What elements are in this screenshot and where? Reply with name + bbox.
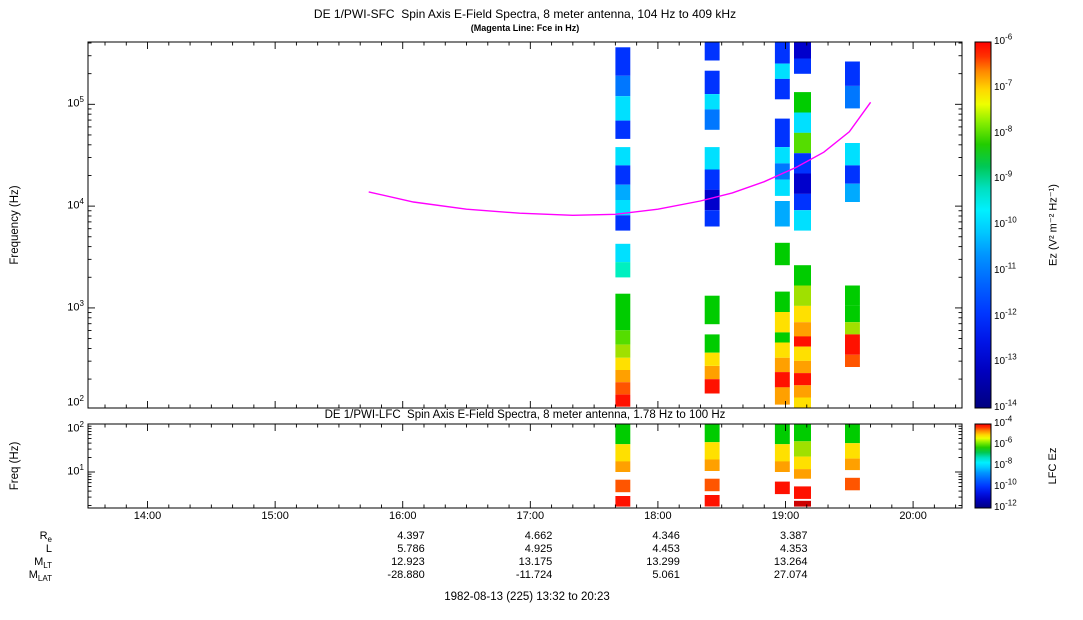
ephemeris-value: 12.923 xyxy=(391,556,425,568)
sfc-colorbar-tick: 10-12 xyxy=(994,307,1017,322)
lfc-colorbar-tick: 10-10 xyxy=(994,477,1017,492)
ephemeris-value: 27.074 xyxy=(773,569,808,581)
sfc-colorbar-tick: 10-14 xyxy=(994,398,1017,413)
x-tick-label: 18:00 xyxy=(644,510,672,522)
sfc-y-axis-label: Frequency (Hz) xyxy=(9,185,21,265)
ephemeris-value: 4.453 xyxy=(652,543,680,555)
ephemeris-value: 4.397 xyxy=(397,530,425,542)
lfc-colorbar-label: LFC Ez xyxy=(1047,447,1059,485)
ephemeris-value: -11.724 xyxy=(515,569,553,581)
x-tick-label: 17:00 xyxy=(516,510,545,522)
magenta-line-subtitle: (Magenta Line: Fce in Hz) xyxy=(470,23,580,33)
sfc-colorbar-tick: 10-13 xyxy=(994,352,1017,368)
ephemeris-row-label-mlt: MLT xyxy=(34,556,52,571)
x-tick-label: 15:00 xyxy=(261,510,289,522)
ephemeris-value: -28.880 xyxy=(387,569,425,581)
x-tick-label: 14:00 xyxy=(133,510,162,522)
sfc-title: DE 1/PWI-SFC Spin Axis E-Field Spectra, … xyxy=(313,7,737,21)
lfc-panel-frame xyxy=(87,423,963,509)
x-tick-label: 16:00 xyxy=(388,510,417,522)
sfc-colorbar-tick: 10-10 xyxy=(994,215,1017,230)
ephemeris-value: 4.925 xyxy=(524,543,553,555)
lfc-y-tick-label: 101 xyxy=(67,462,84,478)
ephemeris-value: 13.299 xyxy=(646,556,680,568)
ephemeris-row-label-l: L xyxy=(45,543,52,555)
lfc-colorbar-tick: 10-4 xyxy=(994,414,1013,429)
sfc-colorbar-tick: 10-8 xyxy=(994,124,1013,139)
ephemeris-value: 5.786 xyxy=(397,543,425,555)
sfc-y-tick-label: 105 xyxy=(67,95,84,110)
lfc-colorbar xyxy=(974,423,992,509)
ephemeris-row-label-re: Re xyxy=(39,530,52,545)
ephemeris-value: 13.175 xyxy=(518,556,553,568)
lfc-title: DE 1/PWI-LFC Spin Axis E-Field Spectra, … xyxy=(324,409,726,421)
lfc-spectrogram xyxy=(615,424,860,507)
lfc-colorbar-tick: 10-8 xyxy=(994,456,1013,471)
fce-line xyxy=(368,101,872,217)
lfc-colorbar-tick: 10-12 xyxy=(994,498,1017,513)
time-range-footer: 1982-08-13 (225) 13:32 to 20:23 xyxy=(444,591,610,603)
lfc-colorbar-tick: 10-6 xyxy=(994,435,1013,450)
sfc-spectrogram xyxy=(615,42,860,408)
sfc-colorbar-label: Ez (V² m⁻² Hz⁻¹) xyxy=(1047,184,1060,266)
sfc-colorbar-tick: 10-7 xyxy=(994,78,1013,93)
ephemeris-value: 4.662 xyxy=(524,530,553,542)
sfc-colorbar-tick: 10-11 xyxy=(994,261,1017,276)
x-tick-label: 20:00 xyxy=(899,510,927,522)
ephemeris-value: 4.353 xyxy=(779,543,808,555)
ephemeris-value: 5.061 xyxy=(652,569,680,581)
ephemeris-value: 13.264 xyxy=(773,556,808,568)
sfc-colorbar-tick: 10-6 xyxy=(994,32,1013,47)
sfc-panel-frame xyxy=(87,41,963,409)
ephemeris-value: 4.346 xyxy=(652,530,680,542)
sfc-y-tick-label: 103 xyxy=(67,298,84,314)
sfc-colorbar xyxy=(974,41,992,409)
ephemeris-value: 3.387 xyxy=(779,530,808,542)
sfc-y-tick-label: 104 xyxy=(67,196,84,212)
ephemeris-row-label-mlat: MLAT xyxy=(28,569,52,584)
lfc-y-tick-label: 102 xyxy=(67,419,84,435)
x-tick-label: 19:00 xyxy=(771,510,800,522)
sfc-y-tick-label: 102 xyxy=(67,393,84,409)
lfc-y-axis-label: Freq (Hz) xyxy=(9,441,21,491)
sfc-colorbar-tick: 10-9 xyxy=(994,169,1013,185)
